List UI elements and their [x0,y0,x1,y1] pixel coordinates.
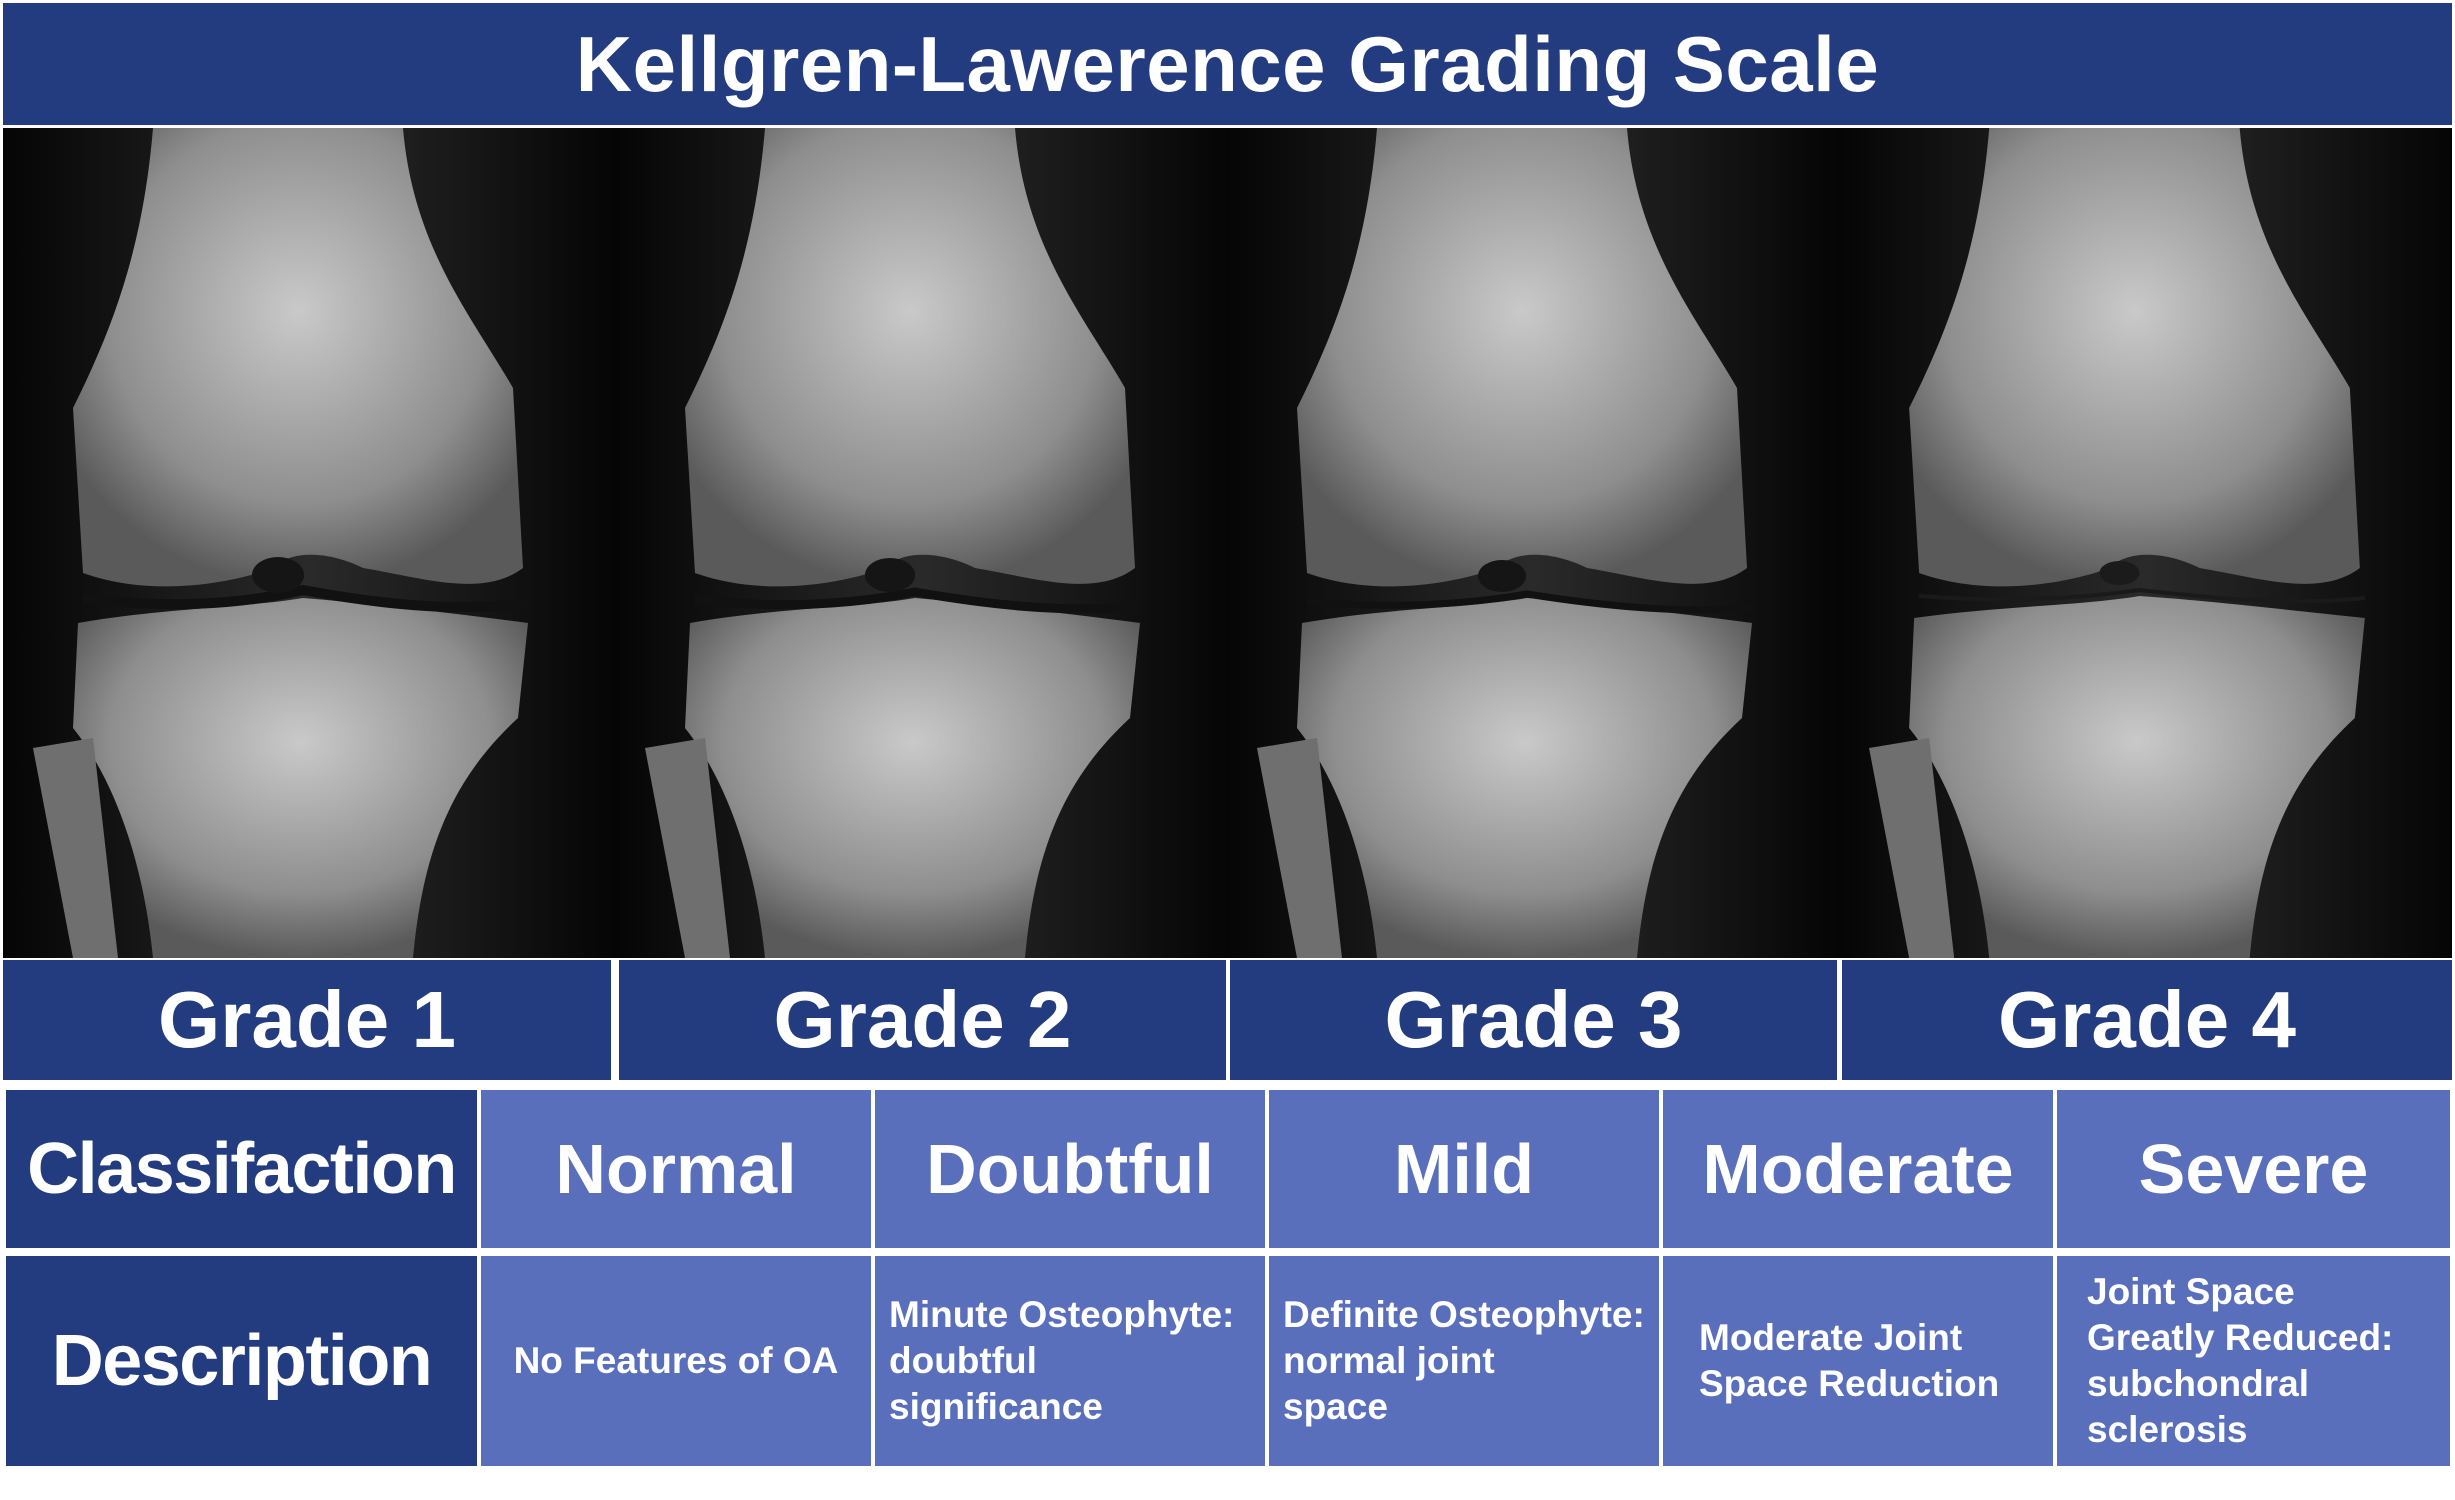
description-grade-moderate: Moderate Joint Space Reduction [1663,1256,2053,1466]
grade-4-label: Grade 4 [1842,960,2452,1080]
description-grade-severe: Joint Space Greatly Reduced: subchondral… [2057,1256,2450,1466]
page-title: Kellgren-Lawerence Grading Scale [3,3,2452,125]
description-grade-mild: Definite Osteophyte: normal joint space [1269,1256,1659,1466]
classification-normal: Normal [481,1090,871,1248]
grade-1-label: Grade 1 [3,960,611,1080]
classification-mild: Mild [1269,1090,1659,1248]
xray-image-strip [3,128,2452,958]
description-grade-normal: No Features of OA [481,1256,871,1466]
description-text: Joint Space Greatly Reduced: subchondral… [2087,1271,2394,1450]
description-grade-doubtful: Minute Osteophyte: doubtful significance [875,1256,1265,1466]
classification-moderate: Moderate [1663,1090,2053,1248]
description-header: Description [6,1256,477,1466]
classification-doubtful: Doubtful [875,1090,1265,1248]
knee-xray-grade-4 [1839,128,2452,958]
description-text: No Features of OA [513,1340,839,1381]
knee-xray-grade-3 [1227,128,1839,958]
description-text: Moderate Joint Space Reduction [1699,1317,2000,1404]
description-text: Definite Osteophyte: normal joint space [1283,1294,1645,1427]
knee-xray-grade-2 [615,128,1227,958]
knee-xray-grade-1 [3,128,615,958]
classification-severe: Severe [2057,1090,2450,1248]
classification-header: Classifaction [6,1090,477,1248]
grade-3-label: Grade 3 [1230,960,1837,1080]
description-text: Minute Osteophyte: doubtful significance [889,1294,1235,1427]
grade-2-label: Grade 2 [619,960,1226,1080]
